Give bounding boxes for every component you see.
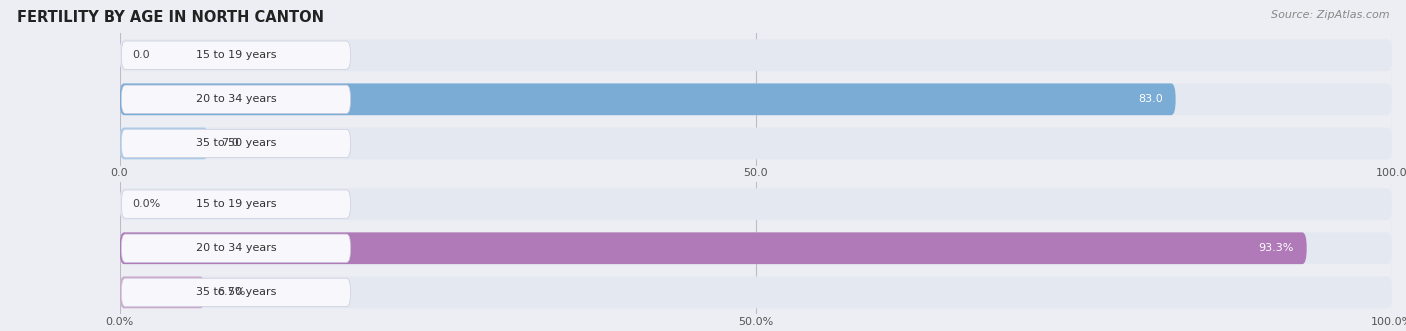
FancyBboxPatch shape bbox=[121, 190, 350, 218]
Text: 20 to 34 years: 20 to 34 years bbox=[195, 243, 276, 253]
Text: 0.0: 0.0 bbox=[132, 50, 150, 60]
FancyBboxPatch shape bbox=[121, 85, 350, 114]
Text: 15 to 19 years: 15 to 19 years bbox=[195, 199, 276, 209]
Text: 0.0%: 0.0% bbox=[132, 199, 160, 209]
FancyBboxPatch shape bbox=[120, 83, 1175, 115]
FancyBboxPatch shape bbox=[120, 276, 1392, 308]
FancyBboxPatch shape bbox=[120, 39, 1392, 71]
Text: FERTILITY BY AGE IN NORTH CANTON: FERTILITY BY AGE IN NORTH CANTON bbox=[17, 10, 323, 25]
Text: 15 to 19 years: 15 to 19 years bbox=[195, 50, 276, 60]
Text: Source: ZipAtlas.com: Source: ZipAtlas.com bbox=[1271, 10, 1389, 20]
Text: 20 to 34 years: 20 to 34 years bbox=[195, 94, 276, 104]
FancyBboxPatch shape bbox=[120, 276, 205, 308]
FancyBboxPatch shape bbox=[120, 127, 1392, 159]
Text: 83.0: 83.0 bbox=[1137, 94, 1163, 104]
Text: 35 to 50 years: 35 to 50 years bbox=[195, 138, 276, 148]
FancyBboxPatch shape bbox=[121, 278, 350, 307]
FancyBboxPatch shape bbox=[120, 83, 1392, 115]
FancyBboxPatch shape bbox=[120, 188, 1392, 220]
Text: 35 to 50 years: 35 to 50 years bbox=[195, 287, 276, 297]
FancyBboxPatch shape bbox=[121, 234, 350, 262]
FancyBboxPatch shape bbox=[120, 127, 208, 159]
FancyBboxPatch shape bbox=[121, 129, 350, 158]
Text: 93.3%: 93.3% bbox=[1258, 243, 1294, 253]
Text: 6.7%: 6.7% bbox=[218, 287, 246, 297]
FancyBboxPatch shape bbox=[120, 232, 1306, 264]
Text: 7.0: 7.0 bbox=[221, 138, 239, 148]
FancyBboxPatch shape bbox=[120, 232, 1392, 264]
FancyBboxPatch shape bbox=[121, 41, 350, 69]
